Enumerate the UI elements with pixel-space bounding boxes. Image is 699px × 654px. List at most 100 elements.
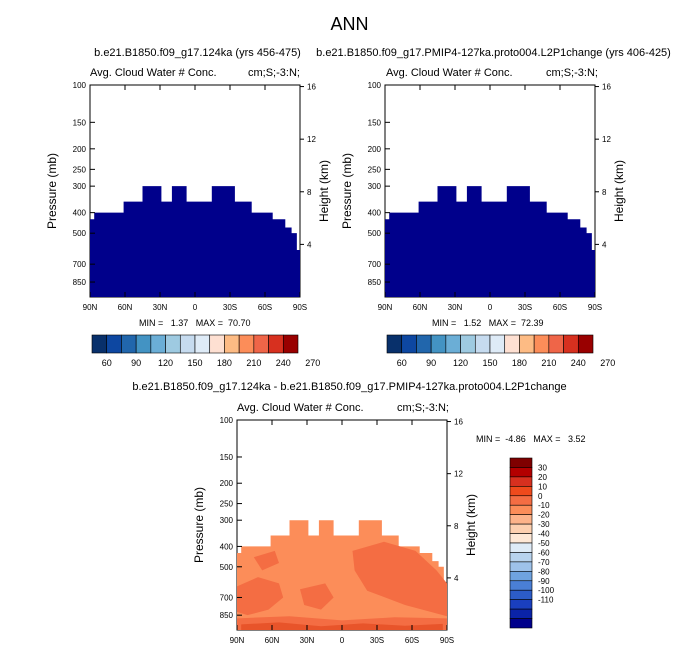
panel-1-y-tick-label: 200 [73, 145, 87, 154]
panel-3-colorbar-swatch [509, 476, 533, 487]
panel-1-y-tick-label: 250 [73, 165, 87, 174]
panel-2-y-tick-label: 300 [368, 182, 382, 191]
panel-1-y-tick-label: 700 [73, 260, 87, 269]
panel-1-y-tick-label: 400 [73, 209, 87, 218]
panel-3-x-tick-label: 60N [265, 636, 280, 645]
panel-1-colorbar-label: 270 [305, 358, 320, 368]
panel-1-x-tick-label: 0 [193, 303, 198, 312]
panel-2-colorbar-swatch [416, 334, 432, 354]
panel-1-colorbar-swatch [253, 334, 269, 354]
panel-1-colorbar-swatch [224, 334, 240, 354]
panel-2-colorbar-swatch [445, 334, 461, 354]
panel-1-height-tick-label: 12 [307, 135, 316, 144]
panel-3-y-tick-label: 100 [220, 416, 234, 425]
panel-2-x-tick-label: 60S [553, 303, 567, 312]
panel-2-colorbar-swatch [504, 334, 520, 354]
panel-1-colorbar-label: 210 [246, 358, 261, 368]
panel-1-y-tick-label: 850 [73, 278, 87, 287]
panel-2-colorbar-swatch [386, 334, 403, 354]
panel-1-colorbar-swatch [194, 334, 211, 354]
panel-1-colorbar-label: 120 [158, 358, 173, 368]
panel-1-y-tick-label: 300 [73, 182, 87, 191]
panel-1-x-tick-label: 60N [118, 303, 133, 312]
panel-1-x-tick-label: 30N [153, 303, 168, 312]
panel-2-x-tick-label: 90S [588, 303, 602, 312]
panel-2-colorbar-label: 150 [482, 358, 497, 368]
panel-3-colorbar-label: -50 [538, 539, 550, 548]
panel-3-y-tick-label: 500 [220, 563, 234, 572]
panel-3-colorbar-label: 30 [538, 463, 547, 472]
panel-3-colorbar-label: 10 [538, 482, 547, 491]
panel-2-x-tick-label: 60N [413, 303, 428, 312]
panel-2-colorbar-label: 240 [571, 358, 586, 368]
panel-3-colorbar-swatch [509, 495, 533, 506]
panel-3-colorbar-swatch [509, 504, 533, 515]
panel-2-colorbar-swatch [563, 334, 579, 354]
panel-3-diff-patch-5 [253, 550, 279, 571]
panel-3-x-tick-label: 30S [370, 636, 384, 645]
panel-2-colorbar-label: 60 [397, 358, 407, 368]
panel-1-colorbar-swatch [282, 334, 299, 354]
panel-1-colorbar-label: 60 [102, 358, 112, 368]
panel-1-title: b.e21.B1850.f09_g17.124ka (yrs 456-475) [94, 47, 301, 59]
panel-3-colorbar-swatch [509, 514, 533, 525]
panel-2-y-tick-label: 100 [368, 81, 382, 90]
panel-1-height-tick-label: 8 [307, 188, 312, 197]
panel-3-height-tick-label: 4 [454, 574, 459, 583]
panel-2-variable-label: Avg. Cloud Water # Conc. [386, 67, 513, 79]
panel-1-right-axis-label: Height (km) [317, 160, 331, 222]
panel-1-x-tick-label: 30S [223, 303, 237, 312]
panel-2-colorbar-swatch [533, 334, 550, 354]
panel-1-variable-label: Avg. Cloud Water # Conc. [90, 67, 217, 79]
panel-3-colorbar-swatch [509, 533, 533, 544]
panel-1-y-tick-label: 500 [73, 229, 87, 238]
panel-2-height-tick-label: 16 [602, 83, 611, 92]
panel-3-colorbar-label: -90 [538, 577, 550, 586]
panel-1-units-label: cm;S;-3:N; [248, 67, 300, 79]
panel-1-y-axis-label: Pressure (mb) [45, 153, 59, 229]
panel-3-colorbar-swatch [509, 457, 533, 468]
panel-3-colorbar-swatch [509, 486, 533, 497]
panel-3-y-tick-label: 150 [220, 453, 234, 462]
panel-3-colorbar-swatch [509, 599, 533, 610]
panel-1-colorbar-label: 150 [187, 358, 202, 368]
panel-3-diff-patch-4 [300, 583, 334, 610]
panel-3-x-tick-label: 90N [230, 636, 245, 645]
panel-3-y-tick-label: 250 [220, 500, 234, 509]
panel-2-colorbar-swatch [489, 334, 506, 354]
panel-2-y-tick-label: 200 [368, 145, 382, 154]
panel-1-colorbar-swatch [238, 334, 255, 354]
panel-3-x-tick-label: 60S [405, 636, 419, 645]
panel-3-x-tick-label: 30N [300, 636, 315, 645]
panel-3-colorbar-swatch [509, 589, 533, 600]
panel-3-colorbar-label: -110 [538, 596, 554, 605]
panel-2-y-tick-label: 250 [368, 165, 382, 174]
panel-3-colorbar-swatch [509, 618, 533, 629]
panel-2-x-tick-label: 30N [448, 303, 463, 312]
panel-3-colorbar-swatch [509, 552, 533, 563]
panel-3-colorbar-swatch [509, 561, 533, 572]
panel-3-y-tick-label: 200 [220, 479, 234, 488]
panel-2-height-tick-label: 4 [602, 240, 607, 249]
panel-3-y-tick-label: 300 [220, 516, 234, 525]
panel-3-y-tick-label: 700 [220, 593, 234, 602]
panel-1-cloud-field [90, 186, 300, 297]
panel-2-y-tick-label: 500 [368, 229, 382, 238]
panel-2-y-tick-label: 400 [368, 209, 382, 218]
panel-1-colorbar-swatch [121, 334, 137, 354]
panel-3-colorbar-swatch [509, 523, 533, 534]
panel-2-colorbar-label: 180 [512, 358, 527, 368]
panel-1-y-tick-label: 150 [73, 118, 87, 127]
panel-1-colorbar-swatch [106, 334, 122, 354]
panel-3-colorbar-label: 20 [538, 473, 547, 482]
panel-1-colorbar-swatch [165, 334, 181, 354]
panel-3-y-axis-label: Pressure (mb) [192, 487, 206, 563]
panel-1-x-tick-label: 90N [83, 303, 98, 312]
panel-2-colorbar-label: 120 [453, 358, 468, 368]
panel-2-y-tick-label: 150 [368, 118, 382, 127]
panel-2-y-axis-label: Pressure (mb) [340, 153, 354, 229]
panel-3-y-tick-label: 850 [220, 611, 234, 620]
panel-1-colorbar-swatch [150, 334, 166, 354]
panel-3-min-max: MIN = -4.86 MAX = 3.52 [476, 434, 586, 444]
